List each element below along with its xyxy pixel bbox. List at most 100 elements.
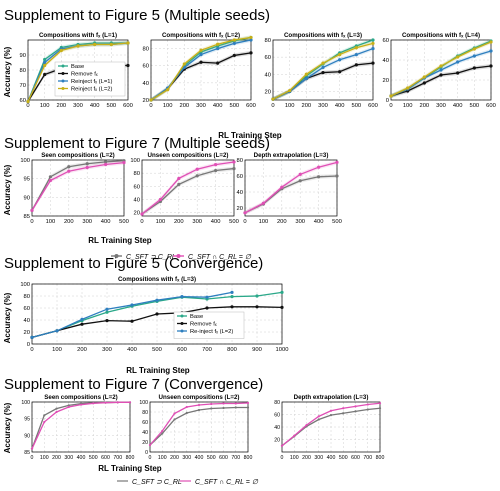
data-point (104, 160, 108, 164)
data-point (43, 63, 47, 68)
data-point (48, 178, 53, 183)
y-tick-label: 85 (24, 450, 30, 456)
data-point (105, 319, 109, 323)
data-point (456, 55, 460, 59)
data-point (105, 307, 109, 311)
series-line (31, 161, 125, 211)
data-point (67, 169, 71, 173)
section-heading-1: Supplement to Figure 5 (Multiple seeds) (4, 7, 270, 24)
data-point (182, 65, 186, 70)
plot-frame (141, 159, 235, 217)
data-point (140, 212, 144, 216)
series-band (391, 40, 491, 98)
x-tick-label: 100 (290, 455, 299, 461)
y-tick-label: 40 (24, 318, 30, 324)
x-tick-label: 600 (123, 103, 133, 109)
x-tick-label: 300 (192, 219, 202, 225)
x-tick-label: 700 (231, 455, 240, 461)
x-tick-label: 500 (119, 219, 129, 225)
data-point (232, 53, 236, 58)
chart-title: Unseen compositions (L=2) (159, 394, 240, 401)
y-tick-label: 20 (383, 78, 389, 84)
y-tick-label: 95 (24, 417, 30, 423)
data-point (185, 405, 188, 409)
x-tick-label: 300 (182, 455, 191, 461)
data-point (26, 99, 30, 104)
data-point (329, 414, 333, 417)
plot-frame (272, 39, 374, 101)
chart-2: Compositions with fₓ (L=2) 20 40 60 80 0 100 20… (143, 32, 256, 109)
data-point (149, 98, 153, 102)
data-point (55, 410, 58, 414)
chart-6: Unseen compositions (L=2) 20 40 60 80 100 0 100… (130, 152, 239, 225)
series-band (32, 160, 124, 213)
x-tick-label: 0 (149, 103, 152, 109)
x-tick-label: 300 (73, 103, 83, 109)
data-point (271, 97, 275, 101)
x-tick-label: 200 (301, 103, 311, 109)
data-point (335, 160, 339, 164)
data-point (230, 295, 234, 299)
x-tick-label: 0 (30, 219, 33, 225)
data-point (197, 403, 201, 407)
series-line (244, 161, 338, 214)
data-point (30, 208, 34, 212)
x-tick-label: 0 (26, 103, 29, 109)
legend-label-disjoint: C_SFT ∩ C_RL = ∅ (188, 254, 252, 261)
data-point (180, 295, 184, 299)
x-tick-label: 500 (106, 103, 116, 109)
x-tick-label: 500 (351, 103, 361, 109)
y-tick-label: 60 (134, 184, 140, 190)
data-point (177, 176, 181, 181)
x-tick-label: 300 (64, 455, 73, 461)
data-point (321, 65, 325, 70)
x-tick-label: 100 (259, 219, 269, 225)
y-tick-label: 20 (142, 440, 148, 446)
y-tick-label: 40 (237, 190, 243, 196)
data-point (342, 412, 345, 415)
data-point (439, 73, 443, 77)
chart-title: Compositions with fₓ (L=2) (162, 32, 240, 39)
data-point (243, 211, 247, 215)
data-point (85, 162, 89, 166)
y-tick-label: 0 (386, 98, 389, 104)
legend-section-2: C_SFT ⊃ C_RL C_SFT ∩ C_RL = ∅ (111, 254, 252, 261)
x-axis-label-4: RL Training Step (98, 464, 162, 473)
x-tick-label: 100 (403, 103, 413, 109)
x-tick-label: 100 (40, 455, 49, 461)
x-tick-label: 200 (277, 219, 287, 225)
legend-label-superset-conv: C_SFT ⊃ C_RL (132, 479, 182, 486)
y-tick-label: 90 (24, 195, 30, 201)
x-tick-label: 800 (244, 455, 253, 461)
chart-title: Compositions with fₓ (L=4) (402, 32, 480, 39)
x-tick-label: 200 (170, 455, 179, 461)
x-tick-label: 800 (227, 347, 237, 353)
x-tick-label: 300 (318, 103, 328, 109)
plot-frame (31, 401, 131, 453)
data-point (354, 52, 358, 57)
y-axis-label-1: Accuracy (%) (3, 46, 12, 97)
y-axis-label-3: Accuracy (%) (3, 292, 12, 343)
data-point (354, 63, 358, 67)
series-line (31, 401, 130, 449)
legend-marker (180, 314, 184, 318)
y-tick-label: 40 (265, 72, 271, 78)
data-point (216, 42, 220, 46)
series-band (245, 160, 337, 215)
x-tick-label: 600 (486, 103, 496, 109)
data-point (122, 161, 126, 165)
data-point (216, 46, 220, 51)
x-tick-label: 700 (113, 455, 122, 461)
y-tick-label: 80 (142, 410, 148, 416)
plot-frame (27, 39, 129, 101)
y-tick-label: 80 (20, 68, 26, 74)
data-point (335, 174, 339, 178)
data-point (199, 60, 203, 64)
x-tick-label: 500 (339, 455, 348, 461)
y-axis-label-4: Accuracy (%) (3, 402, 12, 453)
data-point (472, 47, 476, 51)
data-point (288, 88, 292, 93)
legend-label-disjoint-conv: C_SFT ∩ C_RL = ∅ (195, 479, 259, 486)
data-point (366, 408, 369, 411)
